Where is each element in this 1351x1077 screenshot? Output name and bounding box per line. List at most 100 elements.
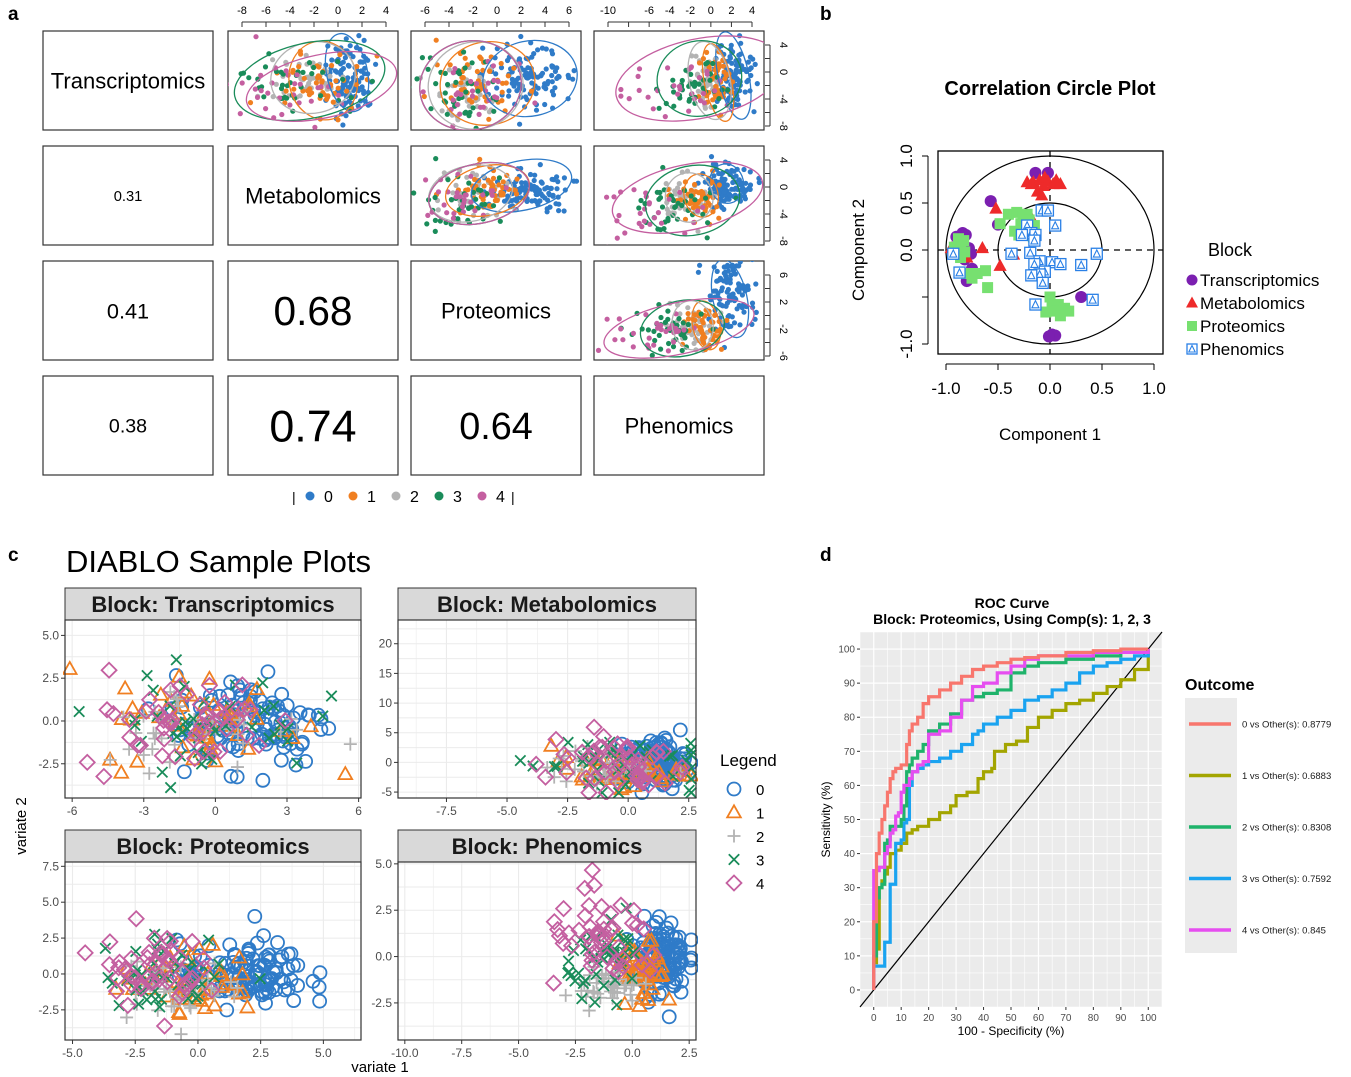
sample-point-group-2	[559, 774, 573, 788]
point-group-1	[692, 312, 698, 318]
point-group-1	[716, 92, 722, 98]
x-tick-label: 50	[1005, 1013, 1017, 1024]
point-group-1	[335, 117, 341, 123]
point-group-3	[656, 332, 662, 338]
point-group-3	[453, 79, 459, 85]
y-tick-label: 0.0	[42, 714, 59, 728]
point-group-4	[495, 78, 501, 85]
y-tick-label: 20	[379, 637, 393, 651]
point-group-0	[554, 174, 560, 180]
sample-point-group-0	[312, 993, 328, 1009]
pairs-cell-proteomics-metabolomics: 0.68	[227, 260, 399, 361]
point-group-3	[657, 189, 663, 196]
x-tick-label: 0.0	[624, 1046, 641, 1060]
legend-label: 2	[410, 489, 419, 506]
point-group-0	[360, 59, 366, 65]
point-group-3	[670, 77, 676, 83]
sample-point-group-0	[300, 707, 316, 723]
sample-point-group-0	[270, 935, 285, 950]
sample-point-group-1	[230, 984, 248, 1000]
sample-point-group-4	[185, 730, 203, 749]
point-group-0	[494, 85, 500, 91]
point-group-3	[425, 66, 431, 72]
point-group-4	[296, 100, 302, 106]
sample-point-group-4	[597, 752, 615, 770]
sample-point-group-3	[663, 750, 676, 763]
pairs-cell-phenomics-proteomics: 0.64	[410, 375, 582, 476]
point-group-0	[714, 268, 720, 274]
point-group-3	[223, 72, 228, 77]
tick-label: 4	[383, 5, 389, 17]
sample-point-group-4	[145, 929, 164, 948]
sample-point-group-1	[204, 936, 222, 951]
point-group-0	[711, 173, 717, 179]
point-group-1	[313, 80, 319, 86]
sample-point-group-4	[211, 742, 229, 761]
sample-point-group-0	[290, 978, 305, 993]
pairs-scatter-1	[411, 33, 581, 130]
point-group-0	[736, 289, 742, 295]
sample-point-group-3	[263, 732, 275, 744]
y-axis-label: Sensitivity (%)	[820, 781, 833, 857]
point-group-3	[311, 64, 317, 71]
point-group-3	[255, 76, 261, 82]
point-group-4	[626, 96, 632, 102]
point-group-4	[585, 205, 590, 210]
point-group-1	[486, 116, 492, 122]
point-group-0	[736, 283, 742, 289]
point-group-3	[306, 60, 313, 66]
sample-point-group-4	[78, 753, 96, 772]
legend-bracket-left: |	[292, 489, 296, 505]
sample-point-group-2	[559, 988, 573, 1002]
point-group-1	[300, 88, 306, 94]
sample-point-group-3	[572, 967, 585, 979]
x-axis-label: 100 - Specificity (%)	[958, 1024, 1065, 1038]
point-group-0	[580, 36, 581, 39]
sample-point-group-3	[597, 979, 610, 992]
sample-point-group-4	[629, 758, 648, 777]
point-group-4	[294, 72, 300, 78]
confidence-ellipse-group-4	[611, 161, 764, 234]
point-group-4	[674, 328, 680, 335]
sample-point-group-2	[343, 737, 357, 751]
chart-title: ROC Curve	[975, 595, 1050, 611]
point-group-3	[671, 103, 677, 109]
sample-point-group-4	[606, 739, 624, 757]
sample-point-group-1	[336, 765, 354, 781]
point-group-0	[732, 271, 739, 277]
confidence-ellipse-group-0	[482, 39, 578, 118]
sample-point-group-4	[544, 974, 563, 992]
point-group-4	[490, 63, 496, 69]
sample-point-group-4	[671, 763, 690, 782]
x-tick-label: 3	[284, 804, 291, 818]
point-group-4	[618, 93, 624, 99]
point-group-3	[433, 81, 439, 87]
point-proteomics	[1002, 208, 1014, 220]
point-proteomics	[948, 241, 960, 253]
sample-point-group-2	[171, 699, 185, 713]
legend-label-2: 2 vs Other(s): 0.8308	[1242, 823, 1331, 834]
sample-point-group-0	[257, 985, 273, 1001]
sample-point-group-4	[233, 676, 252, 694]
legend-marker-group-2	[727, 829, 741, 843]
sample-point-group-4	[643, 748, 662, 766]
point-group-0	[539, 193, 546, 199]
tick-label: -4	[665, 5, 675, 17]
point-group-3	[662, 319, 669, 325]
point-group-0	[737, 322, 743, 328]
point-group-3	[448, 197, 454, 203]
point-group-0	[373, 61, 379, 67]
sample-point-group-4	[583, 945, 601, 964]
legend-marker-group-1	[725, 803, 743, 819]
tick-label: 4	[777, 157, 789, 163]
point-group-2	[464, 174, 470, 180]
sample-point-group-3	[634, 739, 647, 752]
sample-point-group-1	[284, 729, 302, 744]
point-group-0	[742, 89, 748, 95]
point-group-3	[657, 195, 664, 201]
point-group-0	[729, 186, 735, 192]
sample-point-group-3	[164, 781, 177, 794]
point-group-4	[612, 337, 618, 343]
sample-point-group-1	[640, 931, 658, 947]
point-group-3	[463, 109, 469, 115]
